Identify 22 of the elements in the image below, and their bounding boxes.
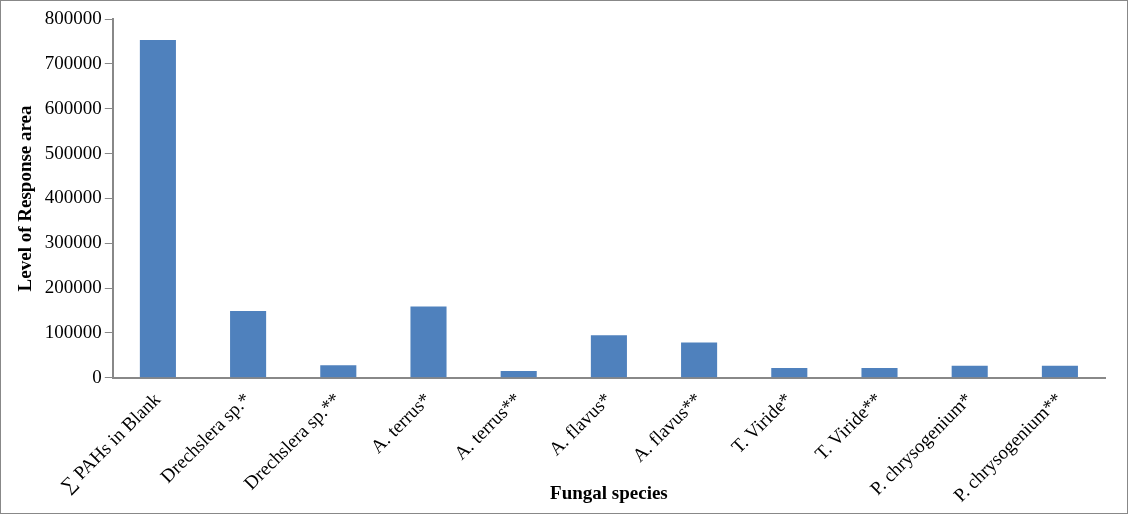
bar xyxy=(861,367,898,378)
y-tick-label: 800000 xyxy=(44,6,102,28)
bar xyxy=(500,371,537,378)
bar xyxy=(951,365,988,378)
y-tick-label: 100000 xyxy=(44,320,102,342)
y-axis-title: Level of Response area xyxy=(14,104,36,292)
y-tick-label: 700000 xyxy=(44,51,102,73)
x-axis-title: Fungal species xyxy=(550,481,668,503)
y-tick-label: 600000 xyxy=(44,96,102,118)
bar xyxy=(771,367,808,378)
bar xyxy=(139,40,176,378)
bar xyxy=(1041,365,1078,378)
y-tick-label: 200000 xyxy=(44,276,102,298)
bar xyxy=(681,342,718,378)
y-tick-label: 300000 xyxy=(44,231,102,253)
bar xyxy=(590,335,627,378)
bar xyxy=(230,311,267,378)
y-tick-label: 400000 xyxy=(44,186,102,208)
bar xyxy=(320,365,357,378)
y-tick-label: 0 xyxy=(92,365,102,387)
bar xyxy=(410,306,447,378)
y-tick-label: 500000 xyxy=(44,141,102,163)
